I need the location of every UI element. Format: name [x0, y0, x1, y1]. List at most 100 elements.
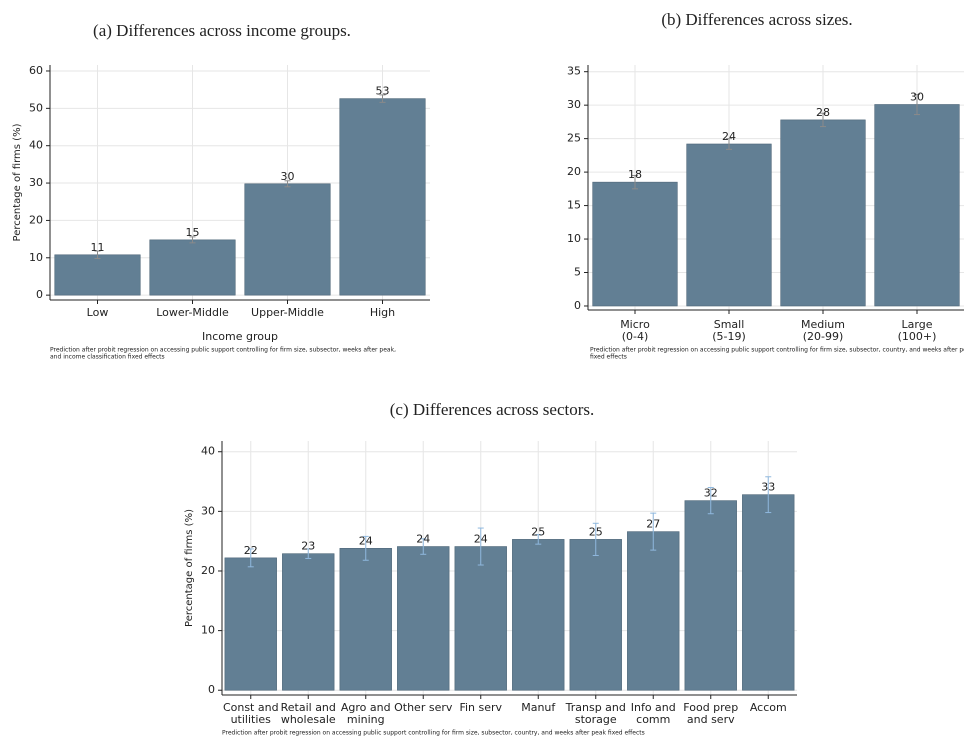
- bar: [742, 494, 795, 691]
- chart-title: (b) Differences across sizes.: [661, 10, 852, 29]
- bar: [339, 98, 426, 296]
- y-tick-label: 40: [201, 445, 215, 458]
- y-tick-label: 10: [201, 624, 215, 637]
- x-tick-label: (20-99): [803, 330, 844, 343]
- x-tick-label: (100+): [898, 330, 937, 343]
- chart-panel: (a) Differences across income groups. 0 10…: [12, 21, 430, 361]
- bar: [397, 546, 450, 691]
- x-tick-label: Low: [87, 306, 109, 319]
- data-label: 24: [416, 533, 430, 546]
- bar: [512, 539, 565, 691]
- x-tick-label: Accom: [750, 701, 787, 714]
- data-label: 32: [704, 487, 718, 500]
- x-tick-label: Large: [902, 318, 933, 331]
- chart-title: (c) Differences across sectors.: [390, 400, 595, 419]
- data-label: 25: [589, 525, 603, 538]
- y-tick-label: 25: [567, 132, 581, 145]
- data-label: 33: [761, 481, 775, 494]
- x-tick-label: Lower-Middle: [156, 306, 229, 319]
- chart-title: (a) Differences across income groups.: [93, 21, 351, 40]
- y-tick-label: 20: [201, 564, 215, 577]
- y-tick-label: 0: [36, 288, 43, 301]
- x-tick-label: mining: [347, 713, 385, 726]
- y-tick-label: 30: [201, 504, 215, 517]
- x-tick-label: and serv: [687, 713, 735, 726]
- y-axis-label: Percentage of firms (%): [12, 123, 23, 241]
- note: and income classification fixed effects: [50, 354, 165, 361]
- y-tick-label: 10: [29, 251, 43, 264]
- x-tick-label: Upper-Middle: [251, 306, 324, 319]
- bar: [282, 553, 335, 691]
- y-tick-label: 50: [29, 101, 43, 114]
- data-label: 28: [816, 106, 830, 119]
- bar: [149, 239, 236, 296]
- note: fixed effects: [590, 354, 627, 361]
- x-tick-label: comm: [636, 713, 670, 726]
- bar: [780, 119, 866, 307]
- data-label: 24: [722, 130, 736, 143]
- y-tick-label: 60: [29, 64, 43, 77]
- x-tick-label: Agro and: [341, 701, 391, 714]
- data-label: 18: [628, 168, 642, 181]
- x-tick-label: Other serv: [394, 701, 453, 714]
- data-label: 25: [531, 525, 545, 538]
- y-tick-label: 10: [567, 232, 581, 245]
- data-label: 15: [186, 226, 200, 239]
- bar: [684, 500, 737, 691]
- data-label: 22: [244, 544, 258, 557]
- x-tick-label: Medium: [801, 318, 845, 331]
- note: Prediction after probit regression on ac…: [590, 347, 964, 354]
- bar: [339, 548, 392, 691]
- x-tick-label: Info and: [631, 701, 676, 714]
- bar: [874, 104, 960, 307]
- x-tick-label: Retail and: [281, 701, 336, 714]
- y-axis-label: Percentage of firms (%): [550, 128, 561, 246]
- x-tick-label: (0-4): [622, 330, 649, 343]
- x-tick-label: wholesale: [281, 713, 336, 726]
- x-tick-label: High: [370, 306, 395, 319]
- y-tick-label: 20: [567, 165, 581, 178]
- x-tick-label: Micro: [620, 318, 650, 331]
- bar: [244, 183, 331, 296]
- x-tick-label: Manuf: [521, 701, 556, 714]
- x-axis-label: Income group: [202, 330, 278, 343]
- data-label: 53: [376, 85, 390, 98]
- x-tick-label: Fin serv: [459, 701, 502, 714]
- note: Prediction after probit regression on ac…: [50, 347, 396, 354]
- chart-panel: (b) Differences across sizes. 0 5 10 15 20 25 3…: [550, 10, 964, 361]
- data-label: 30: [281, 170, 295, 183]
- x-tick-label: (5-19): [712, 330, 746, 343]
- data-label: 24: [359, 534, 373, 547]
- x-tick-label: Small: [714, 318, 745, 331]
- data-label: 23: [301, 540, 315, 553]
- y-tick-label: 5: [574, 266, 581, 279]
- data-label: 24: [474, 533, 488, 546]
- x-tick-label: Food prep: [683, 701, 738, 714]
- bar: [54, 254, 141, 296]
- x-tick-label: storage: [575, 713, 617, 726]
- data-label: 30: [910, 90, 924, 103]
- chart-panel: (c) Differences across sectors. 0 10 20 30 40…: [184, 400, 797, 737]
- y-tick-label: 0: [208, 683, 215, 696]
- y-tick-label: 0: [574, 299, 581, 312]
- bar: [592, 181, 678, 307]
- y-tick-label: 35: [567, 65, 581, 78]
- y-axis-label: Percentage of firms (%): [184, 509, 195, 627]
- y-tick-label: 15: [567, 199, 581, 212]
- bar: [686, 143, 772, 307]
- x-tick-label: Const and: [223, 701, 279, 714]
- data-label: 11: [91, 241, 105, 254]
- bar: [569, 539, 622, 691]
- note: Prediction after probit regression on ac…: [222, 730, 645, 737]
- bar: [454, 546, 507, 691]
- data-label: 27: [646, 518, 660, 531]
- x-tick-label: Transp and: [565, 701, 626, 714]
- bar: [224, 557, 277, 691]
- y-tick-label: 30: [567, 98, 581, 111]
- y-tick-label: 20: [29, 213, 43, 226]
- bar: [627, 531, 680, 691]
- x-tick-label: utilities: [231, 713, 272, 726]
- y-tick-label: 40: [29, 139, 43, 152]
- y-tick-label: 30: [29, 176, 43, 189]
